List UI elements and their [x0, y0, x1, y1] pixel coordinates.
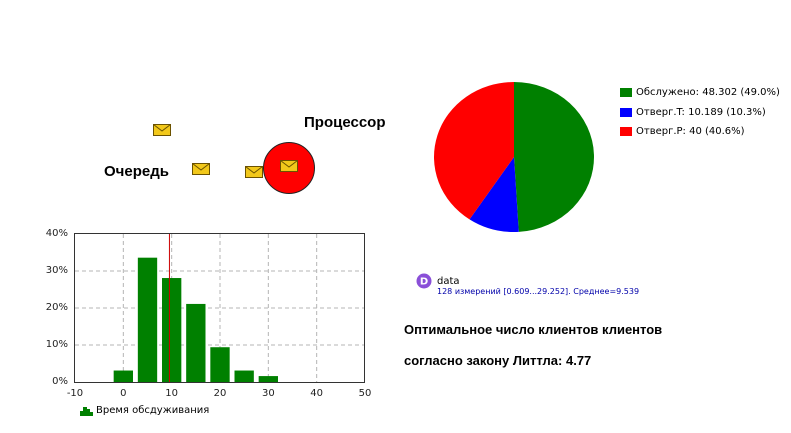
pie-chart	[433, 82, 595, 232]
histogram-legend-icon	[80, 406, 93, 416]
pie-legend-item: Обслужено: 48.302 (49.0%)	[620, 87, 780, 98]
queue-label: Очередь	[104, 163, 169, 180]
processor-label: Процессор	[304, 114, 386, 131]
envelope-icon	[192, 163, 210, 175]
histogram-legend-label: Время обсдуживания	[96, 405, 210, 416]
histogram-chart	[74, 233, 365, 383]
envelope-icon	[153, 124, 171, 136]
envelope-icon	[245, 166, 263, 178]
x-tick-label: 30	[261, 388, 275, 399]
result-line-1: Оптимальное число клиентов клиентов	[404, 322, 663, 337]
histogram-bar	[113, 370, 133, 382]
histogram-bar	[137, 257, 158, 382]
x-tick-label: 10	[165, 388, 179, 399]
legend-swatch	[620, 108, 632, 117]
pie-slice-2	[433, 82, 514, 220]
dataset-badge-letter: D	[420, 277, 428, 288]
legend-swatch	[620, 88, 632, 97]
legend-label: Обслужено: 48.302 (49.0%)	[636, 87, 780, 98]
pie-legend-item: Отверг.T: 10.189 (10.3%)	[620, 107, 766, 118]
pie-legend-item: Отверг.P: 40 (40.6%)	[620, 126, 745, 137]
histogram-bar	[234, 370, 254, 382]
x-tick-label: -10	[66, 388, 84, 399]
pie-slice-1	[469, 157, 519, 232]
x-tick-label: 20	[213, 388, 227, 399]
x-tick-label: 40	[310, 388, 324, 399]
y-tick-label: 40%	[45, 228, 68, 239]
y-tick-label: 30%	[45, 265, 68, 276]
x-tick-label: 0	[120, 388, 127, 399]
histogram-legend: Время обсдуживания	[80, 405, 209, 416]
legend-swatch	[620, 127, 632, 136]
histogram-bar	[162, 278, 182, 382]
dataset-name[interactable]: data	[437, 276, 460, 287]
plot-frame	[74, 233, 365, 383]
x-tick-label: 50	[358, 388, 372, 399]
histogram-bar	[210, 347, 230, 382]
y-tick-label: 0%	[52, 376, 68, 387]
result-line-2: согласно закону Литтла: 4.77	[404, 353, 592, 368]
legend-label: Отверг.P: 40 (40.6%)	[636, 126, 745, 137]
legend-label: Отверг.T: 10.189 (10.3%)	[636, 107, 766, 118]
y-tick-label: 20%	[45, 302, 68, 313]
histogram-bar	[258, 376, 278, 382]
envelope-icon	[280, 160, 298, 172]
histogram-bar	[186, 303, 206, 382]
dataset-icon[interactable]: D	[416, 273, 432, 289]
dataset-stats: 128 измерений [0.609...29.252]. Среднее=…	[437, 287, 640, 296]
pie-slice-0	[514, 82, 595, 232]
y-tick-label: 10%	[45, 339, 68, 350]
